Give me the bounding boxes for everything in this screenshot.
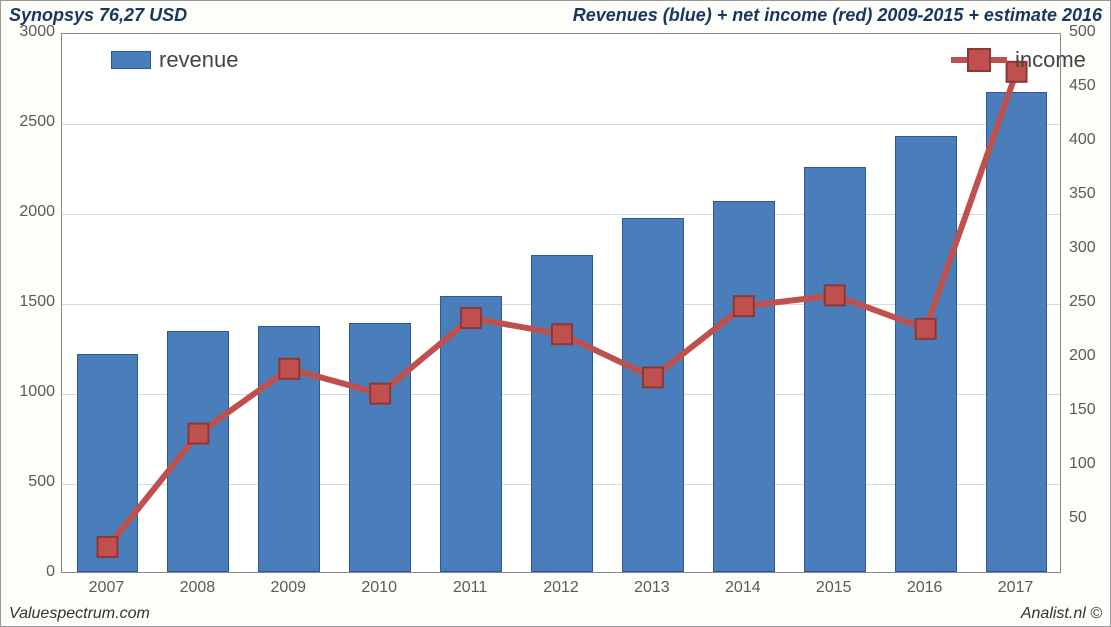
legend-label: revenue — [159, 47, 239, 73]
x-tick-label: 2014 — [725, 579, 761, 597]
legend-revenue: revenue — [111, 47, 239, 73]
x-tick-label: 2007 — [89, 579, 125, 597]
y-right-tick-label: 450 — [1069, 77, 1096, 95]
revenue-bar — [804, 167, 866, 572]
revenue-bar — [349, 323, 411, 572]
y-right-tick-label: 500 — [1069, 23, 1096, 41]
x-tick-label: 2012 — [543, 579, 579, 597]
gridline — [62, 124, 1060, 125]
y-left-tick-label: 500 — [11, 473, 55, 491]
y-right-tick-label: 400 — [1069, 131, 1096, 149]
y-right-tick-label: 150 — [1069, 401, 1096, 419]
revenue-bar — [531, 255, 593, 572]
x-tick-label: 2010 — [361, 579, 397, 597]
income-swatch-icon — [951, 48, 1007, 72]
x-tick-label: 2011 — [453, 579, 487, 597]
title-right: Revenues (blue) + net income (red) 2009-… — [573, 5, 1102, 26]
revenue-bar — [258, 326, 320, 572]
y-right-tick-label: 300 — [1069, 239, 1096, 257]
revenue-bar — [167, 331, 229, 572]
y-left-tick-label: 2500 — [11, 113, 55, 131]
revenue-swatch-icon — [111, 51, 151, 69]
x-tick-label: 2013 — [634, 579, 670, 597]
plot-area — [61, 33, 1061, 573]
y-right-tick-label: 100 — [1069, 455, 1096, 473]
header-bar: Synopsys 76,27 USD Revenues (blue) + net… — [1, 1, 1110, 29]
revenue-bar — [895, 136, 957, 573]
x-tick-label: 2017 — [998, 579, 1034, 597]
y-right-tick-label: 250 — [1069, 293, 1096, 311]
x-tick-label: 2008 — [180, 579, 216, 597]
revenue-bar — [77, 354, 139, 572]
y-left-tick-label: 2000 — [11, 203, 55, 221]
y-right-tick-label: 350 — [1069, 185, 1096, 203]
chart-container: Synopsys 76,27 USD Revenues (blue) + net… — [0, 0, 1111, 627]
legend-income: income — [951, 47, 1086, 73]
revenue-bar — [713, 201, 775, 572]
x-tick-label: 2009 — [270, 579, 306, 597]
revenue-bar — [622, 218, 684, 572]
y-left-tick-label: 1500 — [11, 293, 55, 311]
revenue-bar — [440, 296, 502, 572]
footer-bar: Valuespectrum.com Analist.nl © — [1, 602, 1110, 626]
footer-right: Analist.nl © — [1021, 605, 1102, 623]
x-tick-label: 2016 — [907, 579, 943, 597]
y-left-tick-label: 3000 — [11, 23, 55, 41]
revenue-bar — [986, 92, 1048, 572]
y-right-tick-label: 200 — [1069, 347, 1096, 365]
legend-label: income — [1015, 47, 1086, 73]
footer-left: Valuespectrum.com — [9, 605, 150, 623]
y-left-tick-label: 0 — [11, 563, 55, 581]
y-left-tick-label: 1000 — [11, 383, 55, 401]
x-tick-label: 2015 — [816, 579, 852, 597]
y-right-tick-label: 50 — [1069, 509, 1087, 527]
